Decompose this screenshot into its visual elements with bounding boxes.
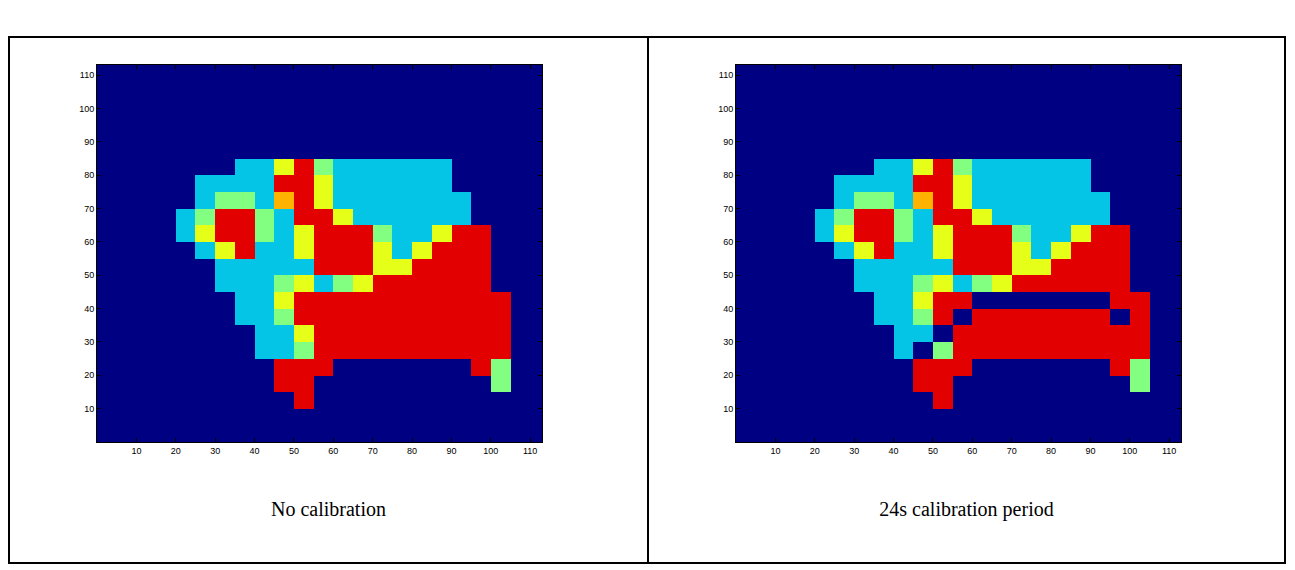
svg-text:100: 100: [79, 104, 94, 114]
svg-text:30: 30: [210, 446, 220, 456]
svg-text:70: 70: [723, 204, 733, 214]
svg-text:20: 20: [84, 370, 94, 380]
svg-text:40: 40: [250, 446, 260, 456]
svg-text:50: 50: [928, 446, 938, 456]
svg-text:110: 110: [1162, 446, 1176, 456]
svg-text:110: 110: [523, 446, 537, 456]
svg-text:100: 100: [718, 104, 733, 114]
svg-text:60: 60: [967, 446, 977, 456]
svg-text:10: 10: [723, 404, 733, 414]
svg-text:100: 100: [1122, 446, 1137, 456]
svg-text:10: 10: [770, 446, 780, 456]
svg-text:90: 90: [446, 446, 456, 456]
svg-text:20: 20: [810, 446, 820, 456]
svg-text:70: 70: [84, 204, 94, 214]
svg-text:40: 40: [84, 304, 94, 314]
svg-text:60: 60: [84, 237, 94, 247]
svg-text:70: 70: [368, 446, 378, 456]
svg-text:80: 80: [723, 170, 733, 180]
svg-text:60: 60: [723, 237, 733, 247]
svg-text:90: 90: [1085, 446, 1095, 456]
svg-text:110: 110: [80, 70, 94, 80]
svg-text:50: 50: [289, 446, 299, 456]
svg-text:100: 100: [483, 446, 498, 456]
svg-text:80: 80: [84, 170, 94, 180]
svg-text:50: 50: [723, 270, 733, 280]
svg-text:50: 50: [84, 270, 94, 280]
svg-text:90: 90: [723, 137, 733, 147]
html-text:24s calibration period: 24s calibration period: [879, 498, 1054, 520]
svg-text:60: 60: [328, 446, 338, 456]
svg-text:10: 10: [131, 446, 141, 456]
svg-text:110: 110: [719, 70, 733, 80]
svg-text:30: 30: [849, 446, 859, 456]
svg-text:10: 10: [84, 404, 94, 414]
svg-text:40: 40: [723, 304, 733, 314]
svg-text:90: 90: [84, 137, 94, 147]
svg-text:30: 30: [723, 337, 733, 347]
svg-text:20: 20: [723, 370, 733, 380]
html-text:No calibration: No calibration: [271, 498, 386, 520]
svg-text:20: 20: [171, 446, 181, 456]
svg-text:80: 80: [1046, 446, 1056, 456]
svg-text:70: 70: [1007, 446, 1017, 456]
svg-text:80: 80: [407, 446, 417, 456]
svg-text:40: 40: [889, 446, 899, 456]
svg-text:30: 30: [84, 337, 94, 347]
